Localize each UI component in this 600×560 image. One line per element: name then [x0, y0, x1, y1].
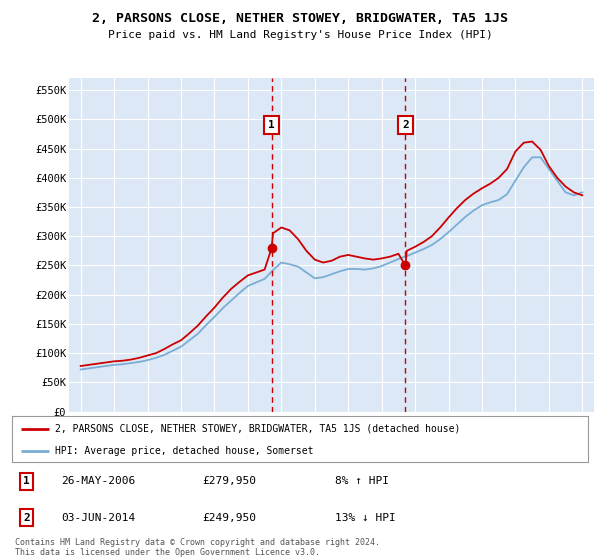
Text: Price paid vs. HM Land Registry's House Price Index (HPI): Price paid vs. HM Land Registry's House … — [107, 30, 493, 40]
Text: 03-JUN-2014: 03-JUN-2014 — [61, 513, 135, 522]
Text: 2: 2 — [23, 513, 30, 522]
Text: 26-MAY-2006: 26-MAY-2006 — [61, 477, 135, 487]
Text: £279,950: £279,950 — [202, 477, 256, 487]
Text: 8% ↑ HPI: 8% ↑ HPI — [335, 477, 389, 487]
Text: 13% ↓ HPI: 13% ↓ HPI — [335, 513, 395, 522]
Text: 1: 1 — [268, 120, 275, 130]
Text: 2, PARSONS CLOSE, NETHER STOWEY, BRIDGWATER, TA5 1JS (detached house): 2, PARSONS CLOSE, NETHER STOWEY, BRIDGWA… — [55, 424, 461, 434]
Text: 2: 2 — [402, 120, 409, 130]
Text: Contains HM Land Registry data © Crown copyright and database right 2024.
This d: Contains HM Land Registry data © Crown c… — [15, 538, 380, 557]
Text: 1: 1 — [23, 477, 30, 487]
Text: HPI: Average price, detached house, Somerset: HPI: Average price, detached house, Some… — [55, 446, 314, 455]
Text: 2, PARSONS CLOSE, NETHER STOWEY, BRIDGWATER, TA5 1JS: 2, PARSONS CLOSE, NETHER STOWEY, BRIDGWA… — [92, 12, 508, 25]
Text: £249,950: £249,950 — [202, 513, 256, 522]
